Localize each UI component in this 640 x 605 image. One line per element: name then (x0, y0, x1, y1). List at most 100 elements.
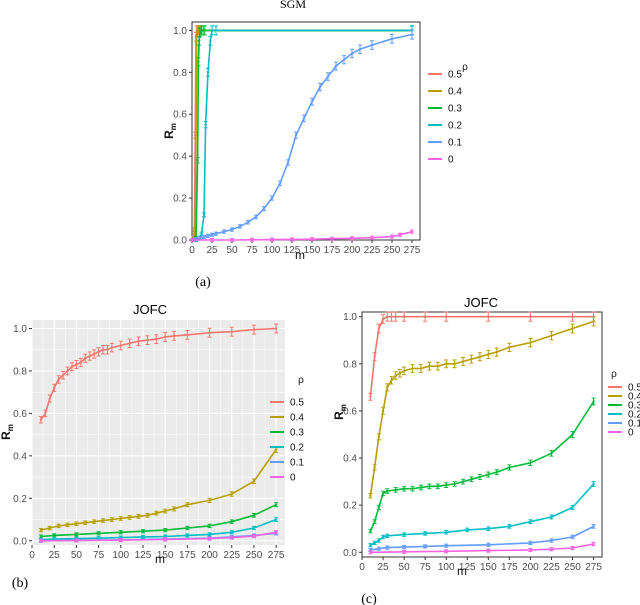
data-point (386, 534, 389, 537)
data-point (377, 547, 381, 550)
legend-label: 0 (448, 155, 454, 166)
data-point (252, 526, 256, 530)
data-point (52, 386, 56, 390)
y-tick-label: 0.8 (343, 359, 357, 370)
data-point (146, 514, 149, 517)
data-point (230, 228, 234, 231)
data-point (592, 400, 595, 403)
data-point (186, 534, 189, 537)
y-tick-label: 0.4 (343, 454, 357, 465)
x-axis-label: m (155, 552, 165, 566)
data-point (571, 315, 574, 318)
data-point (137, 515, 140, 518)
data-point (445, 315, 448, 318)
figure-caption: (c) (361, 592, 377, 605)
plot-background (191, 21, 421, 241)
data-point (196, 159, 199, 162)
legend-label: 0.3 (628, 401, 640, 412)
data-point (487, 315, 490, 318)
data-point (66, 523, 69, 527)
data-point (172, 334, 176, 338)
data-point (369, 551, 372, 554)
series-0.3 (38, 502, 279, 539)
data-point (423, 545, 427, 548)
chart-title: JOFC (133, 302, 167, 317)
series-line (40, 531, 277, 542)
data-point (222, 230, 226, 233)
x-tick-label: 150 (304, 245, 321, 256)
x-tick-label: 150 (480, 562, 497, 573)
data-point (270, 196, 274, 200)
data-point (39, 418, 43, 421)
data-point (402, 545, 406, 549)
data-point (390, 315, 393, 318)
chart-panel-sgm: SGM 0 25 50 75 100 125 150 175 200 225 250 275 0.0 0.… (162, 0, 468, 290)
x-tick-label: 250 (246, 550, 263, 561)
data-point (39, 528, 43, 532)
data-point (274, 327, 278, 330)
series-0 (38, 530, 279, 543)
data-point (394, 374, 397, 377)
data-point (278, 182, 282, 185)
data-point (119, 538, 122, 542)
data-point (252, 480, 256, 483)
data-point (75, 539, 78, 542)
x-tick-label: 250 (564, 562, 581, 573)
data-point (386, 315, 389, 318)
y-tick-label: 1.0 (13, 324, 27, 335)
data-point (318, 85, 322, 89)
data-point (186, 526, 189, 530)
figure-caption: (b) (12, 576, 29, 591)
data-point (445, 483, 448, 487)
data-point (110, 518, 114, 521)
data-point (370, 236, 374, 239)
legend-label: 0 (290, 473, 296, 484)
x-tick-label: 225 (364, 245, 381, 256)
data-point (495, 470, 498, 474)
x-tick-label: 100 (112, 550, 129, 561)
data-point (191, 238, 194, 242)
x-tick-label: 25 (49, 550, 61, 561)
y-axis-label-subscript: m (339, 404, 348, 411)
legend-label: 0.1 (448, 138, 462, 149)
data-point (198, 39, 201, 43)
data-point (302, 117, 306, 120)
data-point (230, 238, 234, 242)
data-point (57, 378, 60, 381)
data-point (186, 333, 189, 337)
series-line (370, 543, 594, 554)
y-tick-label: 0.2 (13, 494, 27, 505)
data-point (571, 506, 574, 509)
data-point (92, 520, 96, 523)
x-tick-label: 75 (93, 550, 105, 561)
data-point (478, 475, 482, 479)
data-point (238, 225, 242, 228)
x-tick-label: 50 (399, 562, 411, 573)
x-tick-label: 100 (438, 562, 455, 573)
series-0 (190, 229, 414, 242)
chart-legend: ρ0.50.40.30.20.10 (270, 375, 304, 484)
legend-label: 0.2 (628, 410, 640, 421)
data-point (495, 350, 498, 354)
data-point (252, 534, 256, 538)
x-tick-label: 75 (420, 562, 432, 573)
data-point (330, 237, 334, 240)
data-point (294, 133, 298, 137)
data-point (75, 363, 78, 366)
x-tick-label: 275 (585, 562, 602, 573)
y-tick-label: 0.6 (173, 110, 187, 121)
data-point (310, 100, 314, 103)
data-point (428, 364, 431, 368)
series-0.2 (38, 517, 279, 542)
chart-axes: 0 25 50 75 100 125 150 175 200 225 250 275 0.0 0.2 0.4… (332, 311, 603, 578)
data-point (466, 528, 469, 532)
series-0.5 (38, 323, 279, 424)
x-tick-label: 0 (359, 562, 365, 573)
data-point (61, 373, 65, 377)
y-tick-label: 0.2 (343, 501, 357, 512)
data-point (411, 487, 414, 490)
data-point (66, 369, 69, 373)
data-point (262, 207, 266, 210)
chart-legend: ρ0.50.40.30.20.10 (608, 369, 640, 439)
data-point (208, 499, 211, 502)
